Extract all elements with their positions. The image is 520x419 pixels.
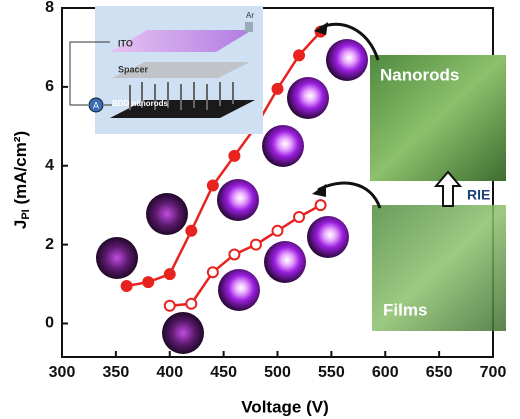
inset-label: Spacer xyxy=(118,64,149,74)
curved-arrow xyxy=(317,181,382,209)
x-tick-label: 600 xyxy=(372,364,399,381)
data-point xyxy=(293,211,306,224)
y-tick-label: 2 xyxy=(45,236,54,253)
substrate xyxy=(110,100,255,118)
plasma-images xyxy=(96,39,368,354)
data-point xyxy=(271,224,284,237)
data-point xyxy=(185,224,198,237)
x-tick-label: 500 xyxy=(264,364,291,381)
rie-arrow xyxy=(433,170,463,207)
y-tick-label: 8 xyxy=(45,0,54,16)
sem-image-films xyxy=(372,205,506,331)
ito-layer xyxy=(110,30,252,52)
inset-label: A xyxy=(93,100,99,110)
data-point xyxy=(142,276,155,289)
x-tick-label: 550 xyxy=(318,364,345,381)
y-label-sub: PI xyxy=(20,209,32,219)
circuit xyxy=(69,41,112,106)
x-tick-label: 400 xyxy=(156,364,183,381)
image-label: Films xyxy=(383,300,427,319)
ammeter xyxy=(88,97,104,113)
data-point xyxy=(120,280,133,293)
data-point xyxy=(206,266,219,279)
arrowhead xyxy=(314,22,328,35)
x-axis-label: Voltage (V) xyxy=(241,397,329,416)
y-tick-label: 6 xyxy=(45,78,54,95)
x-tick-label: 300 xyxy=(49,364,76,381)
x-tick-label: 650 xyxy=(426,364,453,381)
spacer xyxy=(112,62,250,78)
x-tick-label: 450 xyxy=(210,364,237,381)
annotation: RIE xyxy=(467,187,490,203)
data-point xyxy=(271,82,284,95)
inset-schematic: A ITO Spacer BDD nanorods Ar xyxy=(69,6,263,134)
data-point xyxy=(206,179,219,192)
inset-label: ITO xyxy=(118,38,133,48)
y-tick-label: 0 xyxy=(45,315,54,332)
data-point xyxy=(228,248,241,261)
data-point xyxy=(293,49,306,62)
data-point xyxy=(249,238,262,251)
y-label-unit: (mA/cm²) xyxy=(11,131,30,209)
data-point xyxy=(314,199,327,212)
y-axis-label: JPI (mA/cm²) xyxy=(11,131,31,229)
gas-inlet xyxy=(245,22,253,32)
arrowhead xyxy=(312,184,326,197)
data-point xyxy=(163,268,176,281)
x-tick-label: 350 xyxy=(103,364,130,381)
nanorods xyxy=(129,82,234,110)
inset-label: BDD nanorods xyxy=(112,99,169,108)
series-line xyxy=(126,30,322,288)
plot-area: 300 350 400 450 500 550 600 650 700 0 2 4 6 8 xyxy=(45,0,506,381)
y-tick-label: 4 xyxy=(45,157,54,174)
sem-image-nanorods xyxy=(370,55,506,181)
data-point xyxy=(185,297,198,310)
inset-label: Ar xyxy=(246,11,254,20)
image-label: Nanorods xyxy=(380,65,459,84)
data-point xyxy=(228,149,241,162)
data-point xyxy=(163,299,176,312)
y-label-main: J xyxy=(11,220,30,229)
x-tick-label: 700 xyxy=(480,364,507,381)
